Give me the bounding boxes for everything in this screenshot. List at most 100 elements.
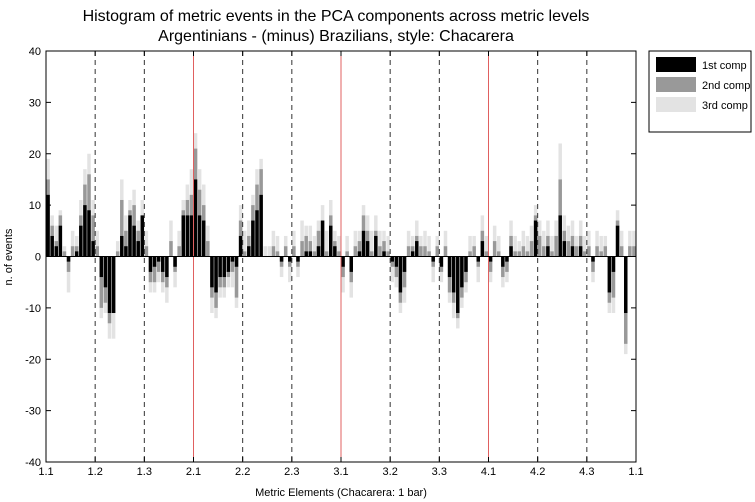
bar-1st-comp-82 [382,251,386,257]
x-tick-label: 1.2 [88,466,103,478]
bar-3rd-comp-12 [95,230,99,257]
bar-3rd-comp-55 [271,230,276,257]
bar-3rd-comp-114 [513,235,517,257]
bar-1st-comp-101 [460,256,464,288]
bar-2nd-comp-58 [283,246,288,257]
bar-3rd-comp-60 [292,230,296,257]
bar-2nd-comp-46 [234,256,239,298]
bar-1st-comp-14 [103,256,108,288]
y-tick-label: 0 [35,252,41,264]
bar-2nd-comp-63 [304,235,308,257]
bar-3rd-comp-93 [427,235,431,257]
bar-1st-comp-67 [320,220,325,257]
bar-1st-comp-40 [210,256,214,288]
bar-3rd-comp-62 [300,220,304,257]
bar-2nd-comp-48 [242,251,247,257]
bar-2nd-comp-85 [394,256,399,278]
bar-3rd-comp-75 [353,230,358,257]
bar-2nd-comp-91 [419,246,423,257]
bar-3rd-comp-123 [550,235,554,257]
bar-2nd-comp-12 [95,246,99,257]
bar-1st-comp-138 [611,256,616,272]
bar-3rd-comp-17 [115,241,120,257]
bar-1st-comp-102 [464,256,468,272]
bar-3rd-comp-81 [378,230,382,257]
bar-2nd-comp-129 [574,246,579,257]
bar-2nd-comp-104 [472,246,476,257]
bar-2nd-comp-17 [115,251,120,257]
x-tick-label: 3.3 [432,466,447,478]
bar-1st-comp-9 [83,205,87,257]
x-tick-label: 1.1 [38,466,53,478]
bar-2nd-comp-124 [554,235,558,257]
bar-2nd-comp-83 [386,251,390,257]
bar-3rd-comp-84 [390,256,394,283]
bar-3rd-comp-140 [619,230,624,257]
bar-2nd-comp-19 [124,230,128,257]
bar-1st-comp-42 [218,256,222,278]
y-tick-label: 20 [29,149,41,161]
bar-1st-comp-89 [410,251,415,257]
bar-2nd-comp-121 [542,246,546,257]
y-tick-label: 30 [29,97,41,109]
bar-1st-comp-34 [185,215,190,257]
bar-1st-comp-59 [288,256,292,262]
bar-2nd-comp-6 [70,246,75,257]
bar-2nd-comp-134 [595,246,599,257]
bar-2nd-comp-87 [402,256,407,288]
bar-1st-comp-18 [120,235,124,257]
bar-2nd-comp-62 [300,241,304,257]
bar-1st-comp-49 [247,246,251,257]
bar-2nd-comp-4 [62,251,67,257]
bar-3rd-comp-5 [66,256,71,293]
bar-3rd-comp-59 [288,256,292,283]
bar-2nd-comp-72 [341,256,345,278]
bar-1st-comp-111 [501,256,505,267]
bar-3rd-comp-30 [169,220,173,257]
bar-3rd-comp-56 [275,235,280,257]
bar-2nd-comp-114 [513,251,517,257]
bar-2nd-comp-5 [66,256,71,272]
bar-1st-comp-43 [222,256,226,278]
x-tick-label: 2.1 [186,466,201,478]
x-tick-label: 4.2 [530,466,545,478]
bar-2nd-comp-56 [275,251,280,257]
x-axis-ticks: 1.1 1.2 1.3 2.1 2.2 2.3 3.1 3.2 3.3 4.1 4.2 4.3 1.1 [38,51,644,478]
bar-2nd-comp-118 [529,241,534,257]
x-axis-label: Metric Elements (Chacarera: 1 bar) [255,487,427,499]
bar-3rd-comp-94 [431,256,435,283]
bar-3rd-comp-97 [443,230,448,257]
bar-1st-comp-11 [91,241,95,257]
bar-3rd-comp-32 [177,230,181,257]
bar-3rd-comp-121 [542,230,546,257]
bar-1st-comp-64 [308,251,313,257]
bar-2nd-comp-66 [316,230,321,257]
y-tick-label: 10 [29,200,41,212]
bar-2nd-comp-120 [537,235,542,257]
y-tick-label: -30 [25,406,41,418]
bar-2nd-comp-123 [550,251,554,257]
bar-1st-comp-85 [394,256,399,267]
bar-2nd-comp-92 [423,246,427,257]
bar-1st-comp-137 [607,256,612,293]
bar-1st-comp-36 [193,179,198,257]
bar-3rd-comp-115 [517,241,521,257]
y-axis-ticks: -40 -30 -20 -10 0 10 20 30 40 [25,46,636,469]
bar-1st-comp-61 [296,256,300,262]
y-tick-label: -20 [25,354,41,366]
bar-2nd-comp-24 [144,246,149,257]
bars-group [46,133,636,355]
bar-2nd-comp-82 [382,241,386,257]
x-tick-label: 3.2 [383,466,398,478]
chart-title-line-2: Argentinians - (minus) Brazilians, style… [158,28,514,45]
bar-3rd-comp-107 [484,235,489,257]
legend-swatch-2nd-comp [656,77,696,92]
bar-3rd-comp-135 [599,235,603,257]
bar-1st-comp-16 [111,256,116,314]
bar-2nd-comp-39 [206,241,210,257]
bar-1st-comp-99 [451,256,456,293]
bar-2nd-comp-45 [230,256,235,272]
bar-3rd-comp-57 [279,256,284,278]
bar-1st-comp-51 [255,210,259,257]
